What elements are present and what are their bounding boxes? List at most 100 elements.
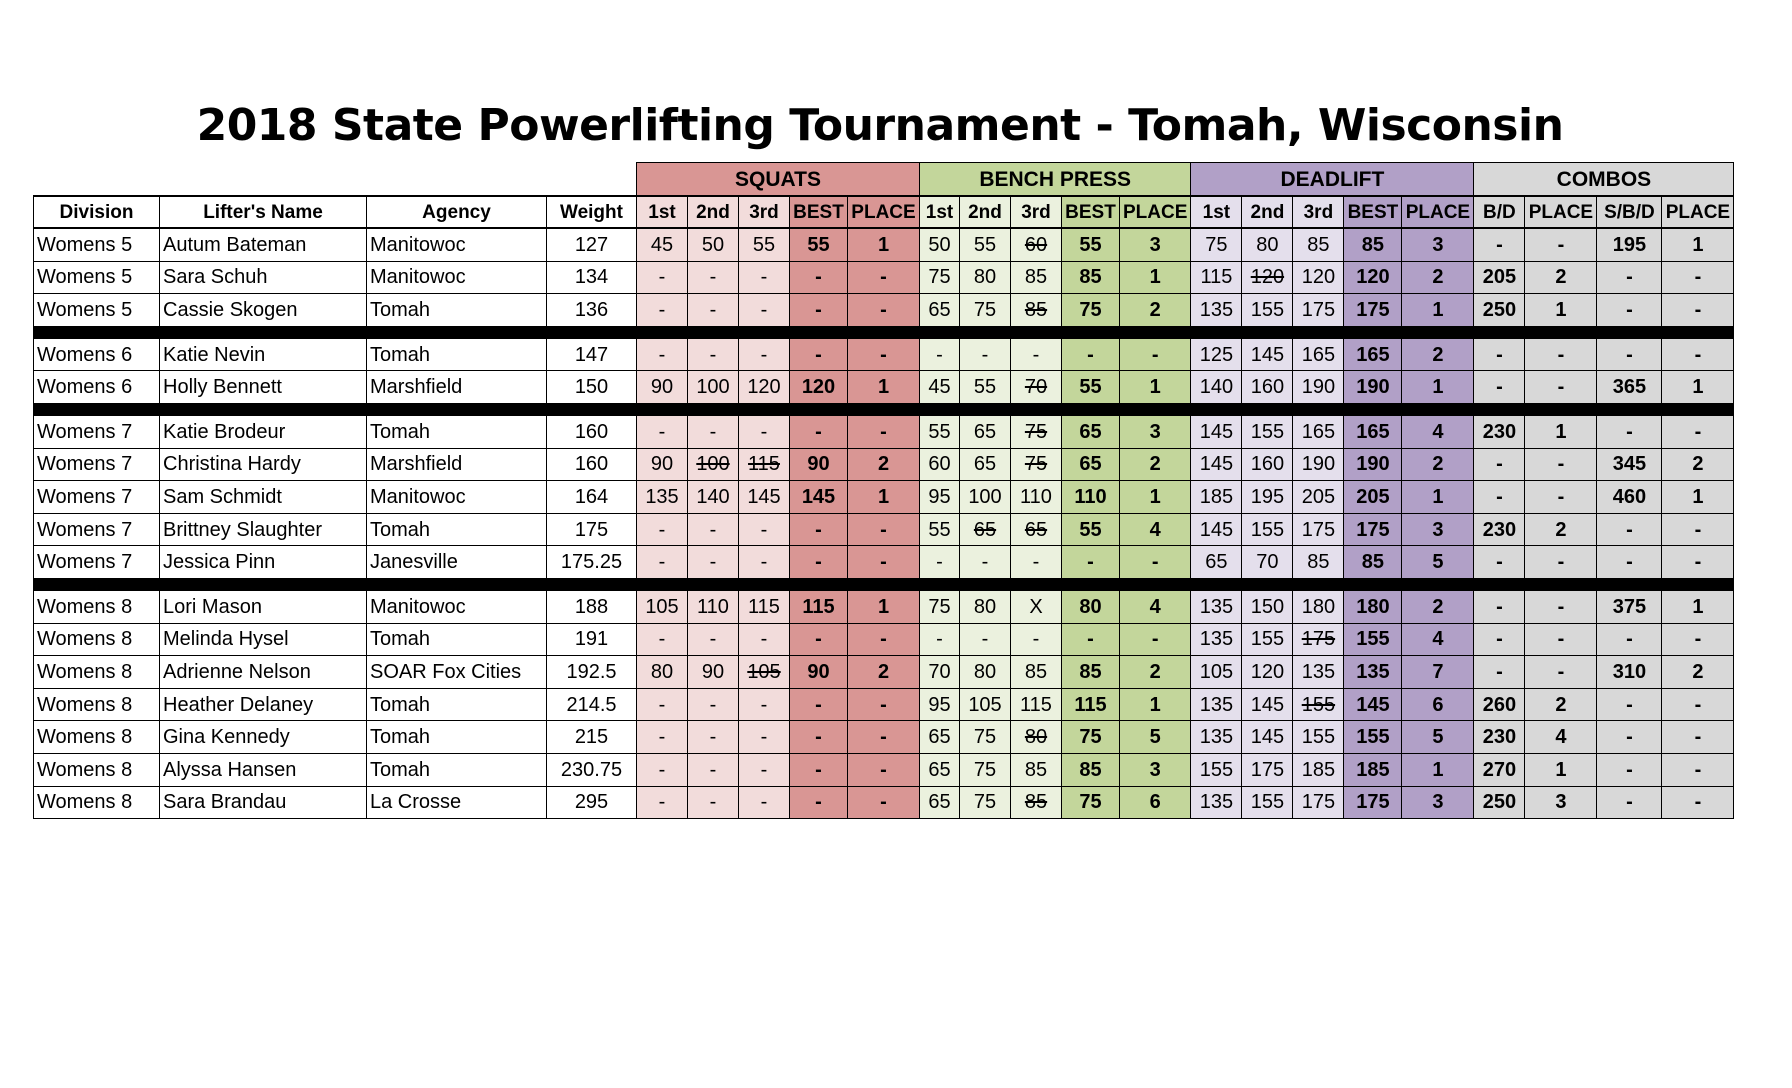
header-division: Division [33, 195, 160, 229]
cell-lifter-name: Katie Nevin [159, 337, 367, 372]
cell-deadlift-2nd: 160 [1241, 447, 1294, 482]
cell-combo-sbd-place: - [1661, 512, 1735, 547]
cell-bench-2nd: 65 [959, 512, 1011, 547]
cell-deadlift-best: 185 [1343, 752, 1403, 787]
cell-squat-best: 90 [789, 655, 848, 689]
cell-deadlift-place: 6 [1401, 687, 1475, 722]
cell-combo-bd-place: - [1524, 337, 1598, 372]
cell-squat-3rd: - [738, 687, 790, 722]
cell-squat-2nd: - [687, 687, 739, 722]
cell-bench-best: 75 [1061, 720, 1120, 754]
cell-deadlift-3rd: 175 [1292, 512, 1345, 547]
missed-attempt: 65 [973, 518, 997, 541]
cell-bench-3rd: 85 [1010, 260, 1062, 295]
cell-combo-bd: 230 [1473, 414, 1526, 449]
cell-squat-2nd: 100 [687, 370, 739, 404]
cell-squat-best: 90 [789, 447, 848, 482]
lifter-row: Womens 7 Sam Schmidt Manitowoc 164 135 140 145… [33, 480, 1735, 514]
cell-bench-1st: - [919, 622, 960, 657]
cell-combo-sbd-place: - [1661, 414, 1735, 449]
cell-combo-bd-place: - [1524, 589, 1598, 624]
cell-deadlift-place: 1 [1401, 370, 1475, 404]
cell-squat-place: - [847, 337, 920, 372]
lifter-row: Womens 7 Jessica Pinn Janesville 175.25- - - -… [33, 545, 1735, 579]
cell-squat-place: 1 [847, 589, 920, 624]
header-combo-bd-place: PLACE [1524, 195, 1598, 229]
cell-deadlift-best: 155 [1343, 720, 1403, 754]
cell-deadlift-place: 1 [1401, 293, 1475, 327]
cell-division: Womens 7 [33, 414, 160, 449]
cell-bench-3rd: 80 [1010, 720, 1062, 754]
cell-weight: 214.5 [546, 687, 637, 722]
cell-deadlift-best: 120 [1343, 260, 1403, 295]
cell-squat-1st: 105 [636, 589, 688, 624]
cell-weight: 175.25 [546, 545, 637, 579]
cell-deadlift-1st: 145 [1190, 447, 1243, 482]
cell-bench-1st: 60 [919, 447, 960, 482]
cell-combo-sbd-place: - [1661, 260, 1735, 295]
cell-squat-1st: 80 [636, 655, 688, 689]
cell-bench-best: 115 [1061, 687, 1120, 722]
header-deadlift-3rd: 3rd [1292, 195, 1345, 229]
cell-squat-1st: 135 [636, 480, 688, 514]
cell-squat-3rd: - [738, 752, 790, 787]
cell-deadlift-2nd: 145 [1241, 687, 1294, 722]
column-header-row: Division Lifter's Name Agency Weight 1st 2nd 3… [33, 195, 1735, 229]
lifter-row: Womens 7 Katie Brodeur Tomah 160- - - - -55 65 75… [33, 414, 1735, 449]
cell-deadlift-best: 135 [1343, 655, 1403, 689]
division-separator [32, 577, 1735, 591]
cell-weight: 175 [546, 512, 637, 547]
cell-squat-place: - [847, 752, 920, 787]
separator-bar [32, 325, 1735, 339]
cell-bench-best: 65 [1061, 447, 1120, 482]
cell-squat-1st: - [636, 545, 688, 579]
cell-deadlift-place: 2 [1401, 589, 1475, 624]
header-squat-1st: 1st [636, 195, 688, 229]
header-bench-1st: 1st [919, 195, 960, 229]
cell-combo-sbd: - [1596, 512, 1663, 547]
cell-lifter-name: Cassie Skogen [159, 293, 367, 327]
cell-division: Womens 8 [33, 687, 160, 722]
cell-bench-2nd: 100 [959, 480, 1011, 514]
cell-deadlift-3rd: 85 [1292, 545, 1345, 579]
cell-squat-best: - [789, 622, 848, 657]
cell-deadlift-2nd: 145 [1241, 337, 1294, 372]
missed-attempt: 80 [1024, 726, 1048, 749]
cell-combo-sbd: - [1596, 545, 1663, 579]
cell-bench-place: - [1118, 622, 1192, 657]
cell-division: Womens 8 [33, 720, 160, 754]
cell-lifter-name: Autum Bateman [159, 227, 367, 262]
cell-deadlift-3rd: 175 [1292, 785, 1345, 820]
cell-deadlift-place: 5 [1401, 545, 1475, 579]
cell-combo-sbd: - [1596, 720, 1663, 754]
cell-squat-2nd: - [687, 293, 739, 327]
cell-deadlift-3rd: 175 [1292, 293, 1345, 327]
cell-deadlift-1st: 135 [1190, 687, 1243, 722]
lifter-row: Womens 7 Brittney Slaughter Tomah 175- - - - -5… [33, 512, 1735, 547]
cell-deadlift-3rd: 165 [1292, 414, 1345, 449]
cell-division: Womens 8 [33, 622, 160, 657]
cell-combo-sbd-place: 2 [1661, 447, 1735, 482]
cell-combo-bd-place: 4 [1524, 720, 1598, 754]
cell-squat-best: - [789, 414, 848, 449]
cell-division: Womens 8 [33, 752, 160, 787]
lifter-row: Womens 5 Autum Bateman Manitowoc 127 45 50 55 5… [33, 227, 1735, 262]
cell-lifter-name: Christina Hardy [159, 447, 367, 482]
cell-lifter-name: Katie Brodeur [159, 414, 367, 449]
cell-squat-1st: - [636, 293, 688, 327]
separator-bar [32, 577, 1735, 591]
cell-combo-sbd-place: 2 [1661, 655, 1735, 689]
cell-bench-best: - [1061, 337, 1120, 372]
cell-squat-3rd: - [738, 293, 790, 327]
cell-bench-2nd: - [959, 622, 1011, 657]
cell-squat-best: - [789, 337, 848, 372]
cell-deadlift-best: 165 [1343, 337, 1403, 372]
cell-lifter-name: Sara Brandau [159, 785, 367, 820]
header-deadlift-place: PLACE [1401, 195, 1475, 229]
cell-bench-best: 85 [1061, 655, 1120, 689]
cell-bench-2nd: 75 [959, 720, 1011, 754]
cell-squat-2nd: - [687, 785, 739, 820]
header-bench-3rd: 3rd [1010, 195, 1062, 229]
cell-squat-best: - [789, 545, 848, 579]
cell-bench-2nd: 75 [959, 293, 1011, 327]
